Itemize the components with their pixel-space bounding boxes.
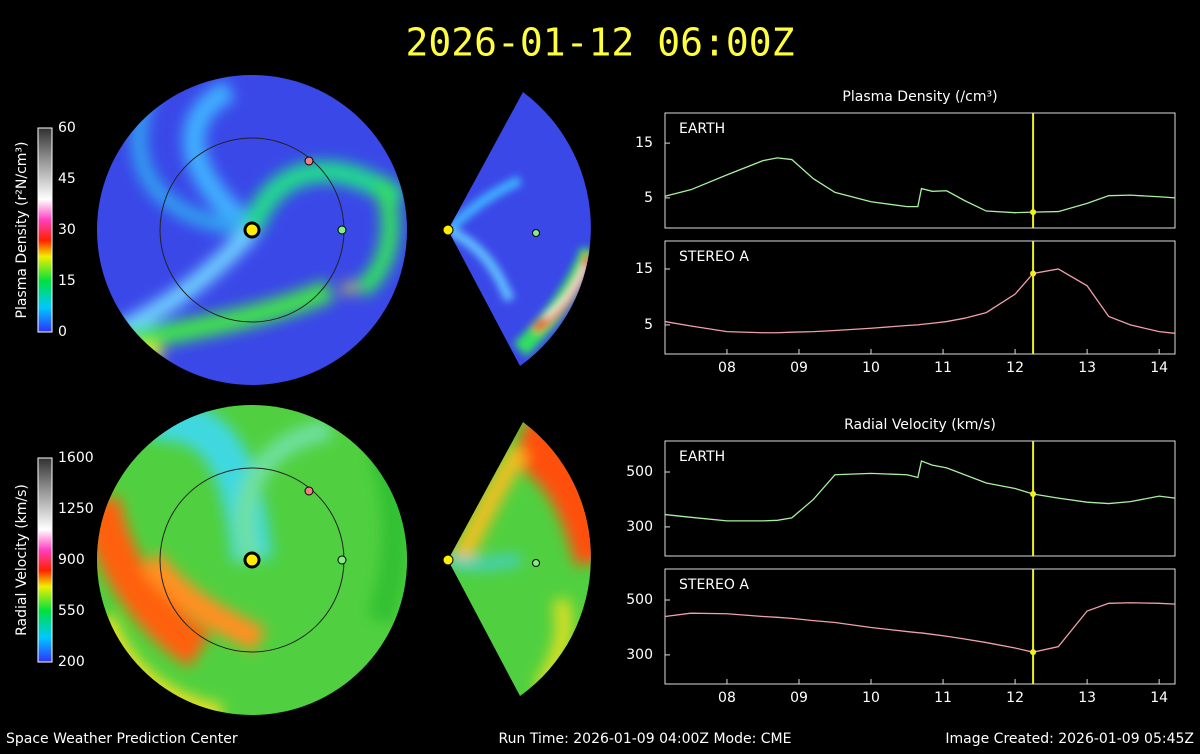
colorbar-tick-label: 900 <box>58 552 85 568</box>
y-tick-label: 300 <box>626 647 653 663</box>
x-tick-label: 08 <box>718 690 736 706</box>
x-tick-label: 10 <box>862 690 880 706</box>
velocity-wedge <box>448 422 591 696</box>
footer-right: Image Created: 2026-01-09 05:45Z <box>945 731 1194 747</box>
series-label: STEREO A <box>679 249 749 265</box>
series-line <box>664 268 1176 334</box>
sun <box>243 221 261 239</box>
x-tick-label: 14 <box>1150 690 1168 706</box>
colorbar-tick-label: 0 <box>58 324 67 340</box>
time-marker-dot <box>1030 209 1037 216</box>
colorbar-tick-label: 1250 <box>58 501 94 517</box>
density-wedge <box>448 92 591 366</box>
series-line <box>664 157 1176 214</box>
x-tick-label: 10 <box>862 360 880 376</box>
colorbar-label: Plasma Density (r²N/cm³) <box>14 142 30 319</box>
y-tick-label: 500 <box>626 592 653 608</box>
sun <box>442 224 454 236</box>
y-tick-label: 500 <box>626 464 653 480</box>
stereo-dot <box>304 486 314 496</box>
series-line <box>664 460 1176 522</box>
sun <box>442 554 454 566</box>
panel-frame <box>664 112 1176 229</box>
time-marker-dot <box>1030 649 1037 656</box>
colorbar <box>37 127 53 333</box>
y-tick-label: 5 <box>644 317 653 333</box>
x-tick-label: 13 <box>1078 360 1096 376</box>
x-tick-label: 09 <box>790 690 808 706</box>
y-tick-label: 15 <box>635 135 653 151</box>
colorbar-label: Radial Velocity (km/s) <box>14 484 30 636</box>
x-tick-label: 12 <box>1006 360 1024 376</box>
colorbar <box>37 457 53 663</box>
y-tick-label: 5 <box>644 190 653 206</box>
colorbar-tick-label: 30 <box>58 222 76 238</box>
panel-frame <box>664 240 1176 355</box>
footer-center: Run Time: 2026-01-09 04:00Z Mode: CME <box>499 731 792 747</box>
x-tick-label: 11 <box>934 690 952 706</box>
earth-dot <box>337 555 347 565</box>
time-marker-dot <box>1030 270 1037 277</box>
earth-dot <box>532 559 540 567</box>
y-tick-label: 15 <box>635 261 653 277</box>
earth-dot <box>337 225 347 235</box>
colorbar-tick-label: 200 <box>58 654 85 670</box>
x-tick-label: 12 <box>1006 690 1024 706</box>
colorbar-tick-label: 1600 <box>58 450 94 466</box>
colorbar-tick-label: 15 <box>58 273 76 289</box>
x-tick-label: 08 <box>718 360 736 376</box>
series-label: STEREO A <box>679 577 749 593</box>
colorbar-tick-label: 550 <box>58 603 85 619</box>
earth-dot <box>532 229 540 237</box>
x-tick-label: 09 <box>790 360 808 376</box>
chart-title: Radial Velocity (km/s) <box>844 417 996 433</box>
x-tick-label: 13 <box>1078 690 1096 706</box>
panel-frame <box>664 568 1176 685</box>
footer-left: Space Weather Prediction Center <box>6 731 238 747</box>
series-label: EARTH <box>679 121 725 137</box>
time-marker-dot <box>1030 490 1037 497</box>
colorbar-tick-label: 45 <box>58 171 76 187</box>
sun <box>243 551 261 569</box>
series-line <box>664 602 1176 653</box>
panel-frame <box>664 440 1176 557</box>
title: 2026-01-12 06:00Z <box>406 21 795 65</box>
y-tick-label: 300 <box>626 519 653 535</box>
stereo-dot <box>304 156 314 166</box>
colorbar-tick-label: 60 <box>58 120 76 136</box>
density-disk <box>97 75 407 385</box>
chart-title: Plasma Density (/cm³) <box>842 89 997 105</box>
x-tick-label: 11 <box>934 360 952 376</box>
series-label: EARTH <box>679 449 725 465</box>
x-tick-label: 14 <box>1150 360 1168 376</box>
